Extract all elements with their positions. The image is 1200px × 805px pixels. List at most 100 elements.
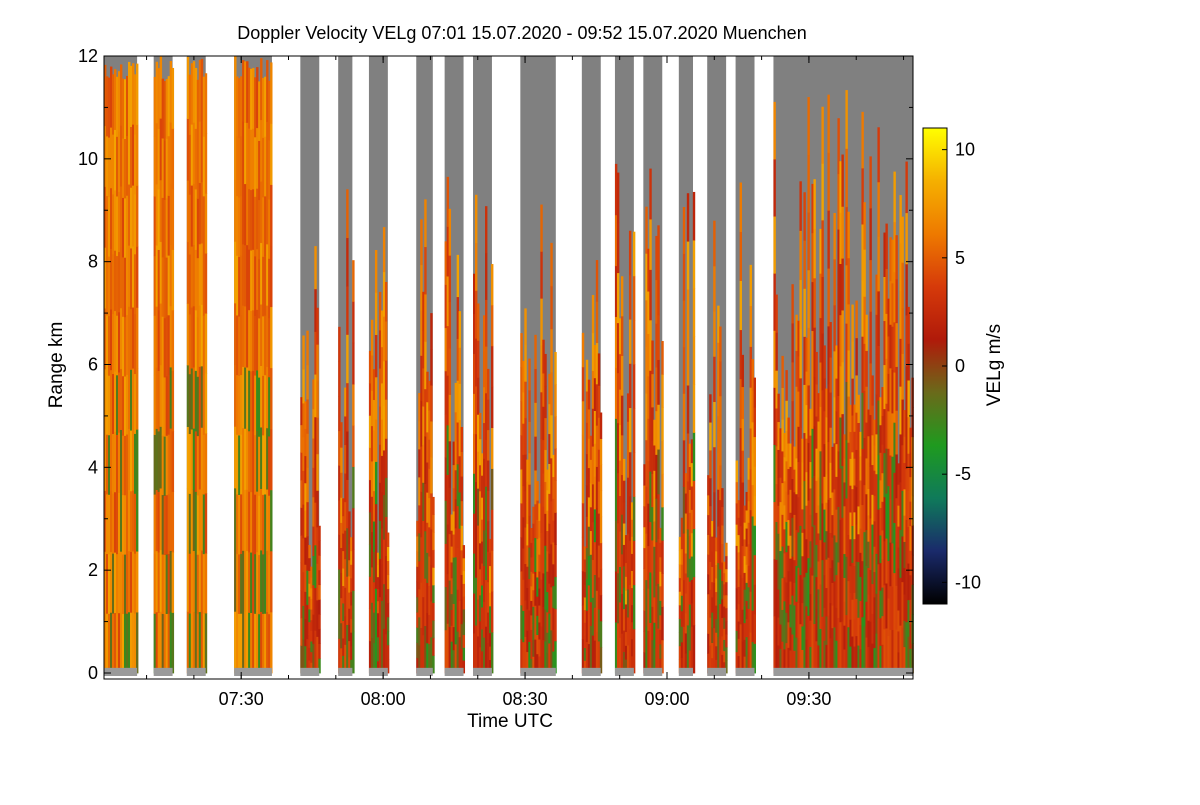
velocity-cell xyxy=(528,421,531,454)
velocity-cell xyxy=(314,587,317,631)
velocity-cell xyxy=(751,641,754,674)
velocity-cell xyxy=(597,641,601,674)
velocity-cell xyxy=(302,571,305,606)
velocity-cell xyxy=(522,641,525,674)
velocity-cell xyxy=(593,344,597,379)
velocity-cell xyxy=(546,469,549,491)
velocity-cell xyxy=(725,594,728,609)
velocity-cell xyxy=(680,657,684,674)
velocity-cell xyxy=(591,370,595,409)
velocity-cell xyxy=(300,397,303,426)
velocity-cell xyxy=(839,365,842,418)
velocity-cell xyxy=(491,550,494,592)
velocity-cell xyxy=(861,280,864,337)
velocity-cell xyxy=(460,525,464,551)
velocity-cell xyxy=(256,188,259,250)
velocity-cell xyxy=(122,494,125,555)
velocity-cell xyxy=(799,328,802,379)
velocity-cell xyxy=(426,371,429,403)
velocity-cell xyxy=(382,450,386,496)
velocity-cell xyxy=(721,506,724,526)
velocity-cell xyxy=(310,630,313,642)
x-tick-label: 09:30 xyxy=(786,689,831,709)
velocity-cell xyxy=(909,623,912,649)
velocity-cell xyxy=(426,462,429,493)
velocity-cell xyxy=(134,134,137,195)
velocity-cell xyxy=(837,173,840,230)
velocity-cell xyxy=(483,601,486,638)
velocity-cell xyxy=(743,555,746,573)
velocity-cell xyxy=(809,408,812,436)
velocity-cell xyxy=(626,589,630,618)
velocity-cell xyxy=(905,621,908,674)
velocity-cell xyxy=(546,571,549,593)
velocity-cell xyxy=(799,230,802,281)
velocity-cell xyxy=(348,576,351,593)
velocity-cell xyxy=(370,355,374,391)
x-tick-label: 07:30 xyxy=(219,689,264,709)
velocity-cell xyxy=(128,123,131,185)
velocity-cell xyxy=(240,195,243,256)
velocity-cell xyxy=(532,506,535,524)
velocity-cell xyxy=(855,598,858,637)
velocity-cell xyxy=(628,319,632,364)
velocity-cell xyxy=(550,414,553,459)
velocity-cell xyxy=(837,229,840,286)
velocity-cell xyxy=(825,616,828,645)
velocity-cell xyxy=(682,533,686,581)
velocity-cell xyxy=(380,636,384,674)
velocity-cell xyxy=(540,251,543,299)
velocity-cell xyxy=(489,646,492,660)
velocity-cell xyxy=(262,137,265,198)
surface-clutter xyxy=(153,667,173,676)
velocity-cell xyxy=(737,569,740,587)
velocity-cell xyxy=(651,540,654,574)
velocity-cell xyxy=(773,159,776,217)
velocity-cell xyxy=(785,460,788,492)
velocity-cell xyxy=(378,406,382,445)
velocity-cell xyxy=(310,619,313,631)
velocity-cell xyxy=(536,634,539,655)
velocity-cell xyxy=(340,547,343,574)
velocity-cell xyxy=(849,431,852,459)
velocity-cell xyxy=(819,628,822,674)
velocity-cell xyxy=(737,551,740,570)
velocity-cell xyxy=(314,331,317,375)
velocity-cell xyxy=(885,628,888,674)
velocity-cell xyxy=(248,188,251,250)
velocity-cell xyxy=(795,493,798,531)
velocity-cell xyxy=(520,639,523,674)
velocity-cell xyxy=(879,562,882,591)
velocity-cell xyxy=(624,548,628,564)
velocity-cell xyxy=(483,386,486,424)
velocity-cell xyxy=(238,494,241,555)
velocity-cell xyxy=(450,609,454,626)
velocity-cell xyxy=(795,350,798,387)
velocity-cell xyxy=(815,480,818,513)
velocity-cell xyxy=(593,410,597,444)
velocity-cell xyxy=(473,553,476,594)
velocity-cell xyxy=(250,310,253,372)
velocity-cell xyxy=(614,163,618,216)
velocity-cell xyxy=(895,629,898,674)
velocity-cell xyxy=(524,308,527,346)
velocity-cell xyxy=(713,265,716,312)
velocity-cell xyxy=(534,368,537,403)
velocity-cell xyxy=(715,632,718,647)
scan-block xyxy=(520,56,557,676)
velocity-cell xyxy=(316,563,319,601)
velocity-cell xyxy=(308,621,311,636)
velocity-cell xyxy=(595,425,599,467)
velocity-cell xyxy=(877,181,880,237)
velocity-cell xyxy=(234,56,237,119)
velocity-cell xyxy=(368,350,372,384)
velocity-cell xyxy=(268,495,271,555)
velocity-cell xyxy=(346,334,349,384)
velocity-cell xyxy=(821,616,824,674)
velocity-cell xyxy=(803,432,806,482)
velocity-cell xyxy=(268,199,271,259)
velocity-cell xyxy=(833,442,836,490)
velocity-cell xyxy=(737,534,740,553)
velocity-cell xyxy=(250,189,253,251)
